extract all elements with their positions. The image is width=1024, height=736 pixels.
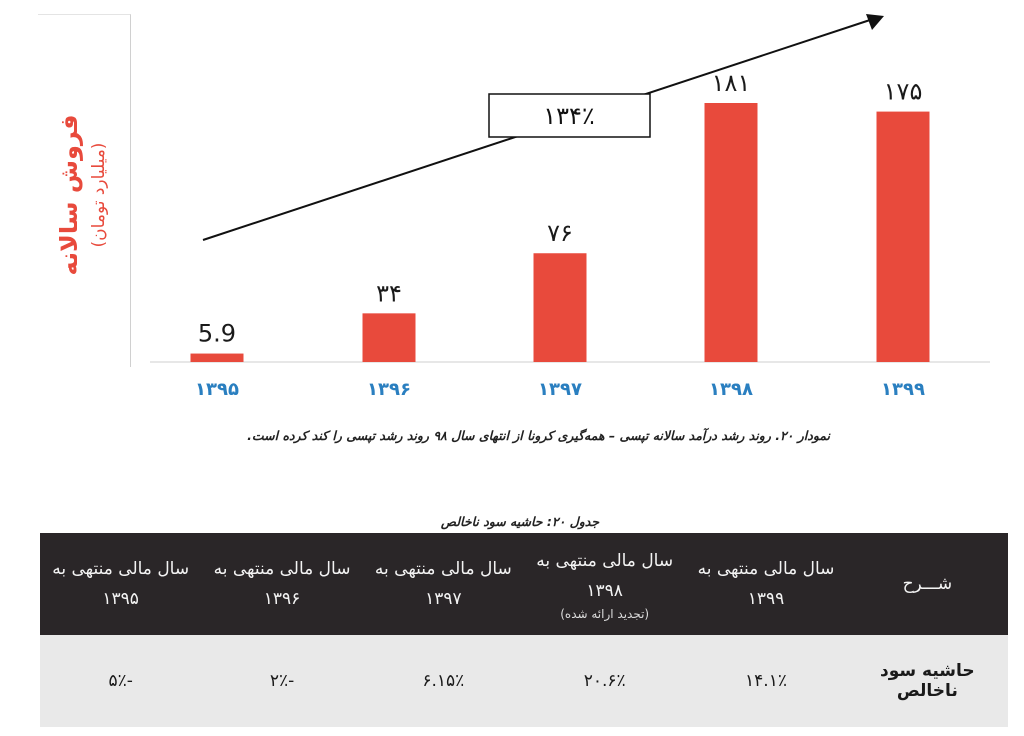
chart-caption: نمودار ۲۰. روند رشد درآمد سالانه تپسی – … — [247, 428, 830, 443]
bar — [533, 253, 587, 362]
growth-annotation-box — [488, 93, 651, 138]
header-1397: سال مالی منتهی به ۱۳۹۷ — [362, 533, 525, 635]
cell-1398: ۲۰.۶٪ — [524, 635, 686, 727]
bar — [362, 313, 416, 362]
data-label: ۷۶ — [547, 219, 573, 247]
cell-1397: ۶.۱۵٪ — [362, 635, 525, 727]
category-label: ۱۳۹۷ — [538, 379, 582, 400]
bar — [190, 353, 244, 362]
header-label: سال مالی منتهی به ۱۳۹۵ — [52, 559, 190, 609]
category-label: ۱۳۹۶ — [367, 379, 411, 400]
category-label: ۱۳۹۹ — [881, 379, 925, 400]
category-label: ۱۳۹۵ — [195, 379, 239, 400]
bar — [876, 111, 930, 362]
cell-1399: ۱۴.۱٪ — [685, 635, 847, 727]
bar — [704, 103, 758, 362]
y-axis-label-box — [38, 14, 131, 367]
header-label: شـــرح — [902, 574, 953, 594]
cell-1395: -۵٪ — [40, 635, 202, 727]
header-label: سال مالی منتهی به ۱۳۹۸ — [536, 551, 674, 601]
growth-annotation: ۱۳۴٪ — [543, 102, 595, 130]
data-label: ۱۷۵ — [884, 78, 923, 106]
header-description: شـــرح — [846, 533, 1008, 635]
revenue-chart: فروش سالانه (میلیارد تومان) 5.9 ۱۳۹۵ ۳۴ ۱۳۹… — [38, 14, 990, 400]
growth-arrow-head — [866, 14, 884, 30]
category-label: ۱۳۹۸ — [709, 379, 753, 400]
header-label: سال مالی منتهی به ۱۳۹۷ — [374, 559, 512, 609]
header-1395: سال مالی منتهی به ۱۳۹۵ — [40, 533, 202, 635]
header-1396: سال مالی منتهی به ۱۳۹۶ — [201, 533, 363, 635]
header-label: سال مالی منتهی به ۱۳۹۶ — [213, 559, 351, 609]
header-1398: سال مالی منتهی به ۱۳۹۸ (تجدید ارائه شده) — [524, 533, 686, 635]
header-label: سال مالی منتهی به ۱۳۹۹ — [697, 559, 835, 609]
header-note: (تجدید ارائه شده) — [560, 607, 650, 621]
row-label: حاشیه سود ناخالص — [846, 635, 1008, 727]
data-label: ۱۸۱ — [712, 69, 751, 97]
chart-plot: 5.9 ۱۳۹۵ ۳۴ ۱۳۹۶ ۷۶ ۱۳۹۷ ۱۸۱ ۱۳۹۸ ۱۷۵ ۱۳۹۹ ۱۳۴٪ — [150, 14, 990, 400]
table-row: حاشیه سود ناخالص ۱۴.۱٪ ۲۰.۶٪ ۶.۱۵٪ -۲٪ -… — [40, 635, 1008, 727]
table-header-row: شـــرح سال مالی منتهی به ۱۳۹۹ سال مالی م… — [40, 533, 1008, 635]
table-title: جدول ۲۰: حاشیه سود ناخالص — [440, 514, 600, 529]
cell-1396: -۲٪ — [201, 635, 363, 727]
data-label: 5.9 — [198, 320, 236, 348]
gross-margin-table: شـــرح سال مالی منتهی به ۱۳۹۹ سال مالی م… — [40, 533, 1008, 727]
header-1399: سال مالی منتهی به ۱۳۹۹ — [685, 533, 847, 635]
data-label: ۳۴ — [376, 279, 402, 307]
